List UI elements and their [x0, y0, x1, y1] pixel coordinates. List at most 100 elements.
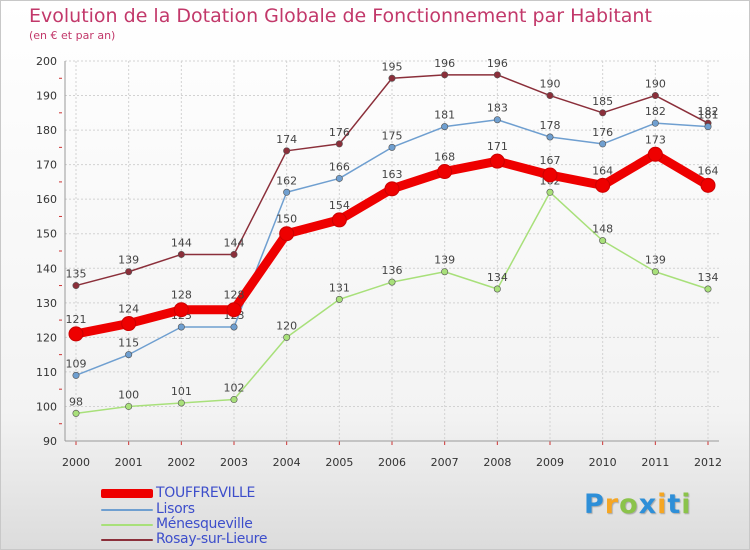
data-label-rosay-sur-lieure: 190 [540, 78, 561, 91]
x-tick-label: 2001 [115, 456, 143, 469]
x-tick-label: 2003 [220, 456, 248, 469]
data-point-rosay-sur-lieure [230, 250, 238, 258]
data-point-touffreville [226, 302, 242, 318]
data-point-lisors [546, 133, 554, 141]
data-point-rosay-sur-lieure [599, 109, 607, 117]
data-label-lisors: 109 [66, 357, 87, 370]
legend-swatch [101, 489, 153, 498]
data-point-lisors [177, 323, 185, 331]
data-point-touffreville [384, 181, 400, 197]
data-label-rosay-sur-lieure: 176 [329, 126, 350, 139]
data-point-m-nesqueville [493, 285, 501, 293]
data-point-rosay-sur-lieure [546, 92, 554, 100]
data-point-rosay-sur-lieure [388, 74, 396, 82]
data-label-touffreville: 150 [276, 213, 297, 226]
legend-label: Ménesqueville [156, 516, 253, 532]
x-tick-label: 2012 [694, 456, 722, 469]
data-point-lisors [651, 119, 659, 127]
legend-swatch [101, 539, 153, 541]
x-tick-label: 2006 [378, 456, 406, 469]
logo-letter: o [619, 489, 639, 520]
chart-subtitle: (en € et par an) [29, 29, 116, 42]
data-point-m-nesqueville [335, 295, 343, 303]
data-point-rosay-sur-lieure [651, 92, 659, 100]
logo-letter: x [638, 489, 658, 520]
data-label-lisors: 175 [382, 129, 403, 142]
logo-letter: i [681, 489, 692, 520]
data-label-lisors: 176 [592, 126, 613, 139]
logo-letter: i [657, 489, 668, 520]
data-point-rosay-sur-lieure [493, 71, 501, 79]
data-label-lisors: 115 [118, 337, 139, 350]
data-label-rosay-sur-lieure: 195 [382, 60, 403, 73]
data-label-m-nesqueville: 136 [382, 264, 403, 277]
data-label-lisors: 181 [434, 109, 455, 122]
data-label-touffreville: 167 [540, 154, 561, 167]
data-label-rosay-sur-lieure: 144 [224, 236, 245, 249]
data-label-lisors: 166 [329, 160, 350, 173]
data-point-touffreville [173, 302, 189, 318]
data-point-lisors [388, 143, 396, 151]
logo-letter: r [604, 489, 620, 520]
data-label-rosay-sur-lieure: 139 [118, 254, 139, 267]
data-label-touffreville: 124 [118, 303, 139, 316]
y-tick-label: 140 [36, 262, 57, 275]
data-label-rosay-sur-lieure: 144 [171, 236, 192, 249]
data-point-lisors [493, 116, 501, 124]
data-label-m-nesqueville: 131 [329, 281, 350, 294]
y-tick-label: 160 [36, 193, 57, 206]
data-point-m-nesqueville [441, 268, 449, 276]
data-label-rosay-sur-lieure: 196 [487, 57, 508, 70]
x-tick-label: 2000 [62, 456, 90, 469]
data-label-m-nesqueville: 101 [171, 385, 192, 398]
data-label-m-nesqueville: 134 [698, 271, 719, 284]
data-point-rosay-sur-lieure [177, 250, 185, 258]
data-label-lisors: 178 [540, 119, 561, 132]
data-label-lisors: 183 [487, 102, 508, 115]
data-label-m-nesqueville: 120 [276, 319, 297, 332]
data-label-touffreville: 173 [645, 133, 666, 146]
data-label-touffreville: 171 [487, 140, 508, 153]
data-label-lisors: 182 [645, 105, 666, 118]
data-point-rosay-sur-lieure [335, 140, 343, 148]
data-point-touffreville [68, 326, 84, 342]
x-tick-label: 2004 [273, 456, 301, 469]
legend-swatch [101, 509, 153, 511]
data-label-m-nesqueville: 100 [118, 388, 139, 401]
y-tick-label: 180 [36, 124, 57, 137]
data-label-rosay-sur-lieure: 185 [592, 95, 613, 108]
data-label-lisors: 181 [698, 109, 719, 122]
data-label-touffreville: 128 [171, 289, 192, 302]
logo-letter: P [584, 489, 605, 520]
data-label-m-nesqueville: 102 [224, 382, 245, 395]
data-label-m-nesqueville: 134 [487, 271, 508, 284]
data-label-m-nesqueville: 139 [645, 254, 666, 267]
data-label-rosay-sur-lieure: 135 [66, 268, 87, 281]
y-tick-label: 150 [36, 228, 57, 241]
data-point-m-nesqueville [283, 333, 291, 341]
x-tick-label: 2007 [431, 456, 459, 469]
y-tick-label: 90 [43, 435, 57, 448]
y-tick-label: 120 [36, 331, 57, 344]
data-point-m-nesqueville [125, 402, 133, 410]
data-point-rosay-sur-lieure [441, 71, 449, 79]
data-point-touffreville [595, 177, 611, 193]
proxiti-logo: Proxiti [584, 489, 692, 520]
data-label-touffreville: 163 [382, 168, 403, 181]
y-tick-label: 200 [36, 55, 57, 68]
data-point-rosay-sur-lieure [125, 268, 133, 276]
data-label-touffreville: 128 [224, 289, 245, 302]
data-point-lisors [283, 188, 291, 196]
legend-label: TOUFFREVILLE [156, 485, 256, 501]
y-tick-label: 100 [36, 400, 57, 413]
x-tick-label: 2010 [589, 456, 617, 469]
data-point-m-nesqueville [546, 188, 554, 196]
y-tick-label: 170 [36, 159, 57, 172]
data-point-lisors [72, 371, 80, 379]
data-point-touffreville [437, 164, 453, 180]
data-label-m-nesqueville: 148 [592, 223, 613, 236]
data-point-touffreville [331, 212, 347, 228]
data-label-touffreville: 154 [329, 199, 350, 212]
data-point-rosay-sur-lieure [283, 147, 291, 155]
data-point-lisors [704, 123, 712, 131]
